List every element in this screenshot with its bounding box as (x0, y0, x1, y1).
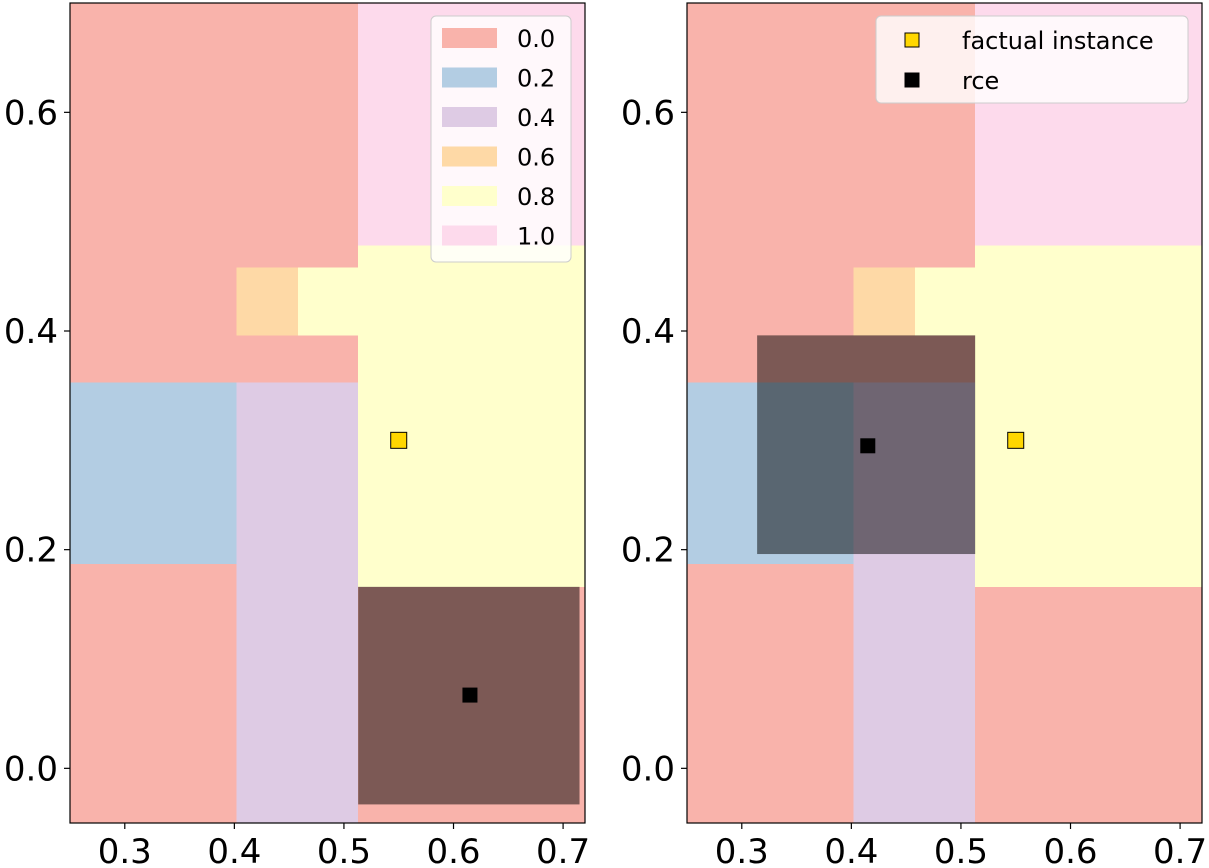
region-6 (975, 245, 1202, 587)
region-5 (297, 267, 359, 336)
y-tick-label: 0.6 (621, 93, 675, 133)
y-tick-label: 0.6 (4, 93, 58, 133)
region-5 (914, 267, 976, 336)
legend-label: 0.0 (517, 25, 555, 53)
legend-swatch (442, 146, 497, 167)
y-tick-label: 0.4 (621, 312, 675, 352)
y-tick-label: 0.0 (4, 749, 58, 789)
factual-instance-point (390, 431, 408, 449)
region-9 (236, 382, 359, 823)
x-tick-label: 0.4 (824, 832, 878, 868)
legend-frame (875, 15, 1189, 104)
legend: factual instance rce (875, 15, 1189, 104)
legend-label: factual instance (962, 27, 1154, 55)
x-tick-label: 0.5 (317, 832, 371, 868)
subplot-1: 0.3 0.4 0.5 0.6 0.70.00.20.40.60.00.20.40.60… (4, 2, 590, 868)
legend: 0.0 0.2 0.4 0.6 0.8 1.0 (430, 15, 572, 263)
legend-label: 1.0 (517, 223, 555, 251)
legend-swatch (442, 107, 497, 127)
region-8 (70, 382, 237, 564)
rce-point (462, 687, 478, 703)
region-11 (975, 586, 1202, 823)
x-tick-label: 0.3 (715, 832, 769, 868)
rce-point (860, 438, 876, 454)
legend-label: 0.4 (517, 104, 555, 132)
y-tick-label: 0.0 (621, 749, 675, 789)
x-tick-label: 0.7 (1153, 832, 1207, 868)
factual-instance-point (1007, 431, 1025, 449)
region-7 (236, 335, 359, 383)
legend-swatch (442, 28, 497, 48)
region-2 (236, 3, 359, 268)
region-6 (358, 245, 585, 587)
x-tick-label: 0.4 (207, 832, 261, 868)
legend-marker (904, 72, 920, 88)
legend-label: 0.6 (517, 144, 555, 172)
legend-label: 0.2 (517, 65, 555, 93)
x-tick-label: 0.6 (426, 832, 480, 868)
legend-swatch (442, 186, 497, 206)
y-tick-label: 0.2 (621, 531, 675, 571)
region-4 (853, 267, 915, 336)
y-tick-label: 0.4 (4, 312, 58, 352)
legend-label: 0.8 (517, 183, 555, 211)
x-tick-label: 0.7 (536, 832, 590, 868)
axes-frame (69, 2, 586, 824)
legend-swatch (442, 67, 497, 88)
region-4 (236, 267, 298, 336)
axes-frame (686, 2, 1203, 824)
legend-label: rce (962, 67, 999, 95)
x-tick-label: 0.6 (1043, 832, 1097, 868)
x-tick-label: 0.5 (934, 832, 988, 868)
region-1 (70, 3, 237, 383)
subplot-2: 0.3 0.4 0.5 0.6 0.7 0.0 0.2 0.4 0.6 factual insta… (621, 2, 1207, 868)
y-tick-label: 0.2 (4, 531, 58, 571)
legend-swatch (442, 225, 497, 246)
region-10 (687, 563, 854, 823)
region-1 (687, 3, 854, 383)
region-10 (70, 563, 237, 823)
x-tick-label: 0.3 (98, 832, 152, 868)
legend-marker (904, 32, 920, 48)
